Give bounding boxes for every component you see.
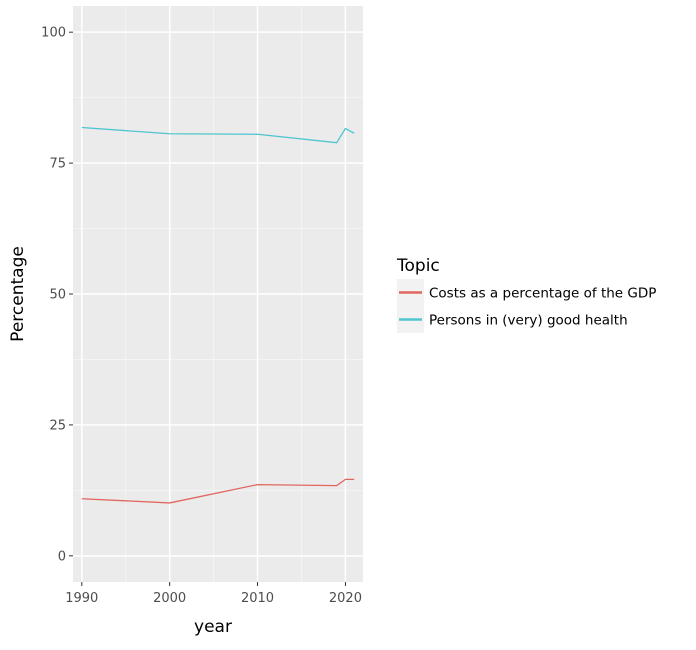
y-tick-label: 25: [49, 418, 66, 433]
series-line-1: [81, 478, 355, 504]
y-tick-label: 50: [49, 288, 66, 303]
legend: Topic Costs as a percentage of the GDP Pe…: [396, 256, 656, 333]
y-tick-label: 0: [58, 549, 66, 564]
x-axis-title: year: [194, 617, 232, 637]
y-axis-title: Percentage: [8, 246, 28, 342]
x-tick-label: 2000: [153, 591, 186, 606]
y-axis: 0 25 50 75 100: [41, 26, 73, 564]
series-lines: [81, 126, 355, 504]
x-tick-label: 2010: [241, 591, 274, 606]
y-tick-label: 75: [49, 157, 66, 172]
y-tick-label: 100: [41, 26, 66, 41]
legend-title: Topic: [396, 256, 440, 276]
x-tick-label: 1990: [65, 591, 98, 606]
legend-label-2: Persons in (very) good health: [429, 313, 628, 329]
legend-label-1: Costs as a percentage of the GDP: [429, 286, 656, 302]
series-line-2: [81, 126, 355, 144]
x-axis: 1990 2000 2010 2020: [65, 582, 362, 606]
major-gridlines: [73, 6, 363, 582]
x-tick-label: 2020: [329, 591, 362, 606]
